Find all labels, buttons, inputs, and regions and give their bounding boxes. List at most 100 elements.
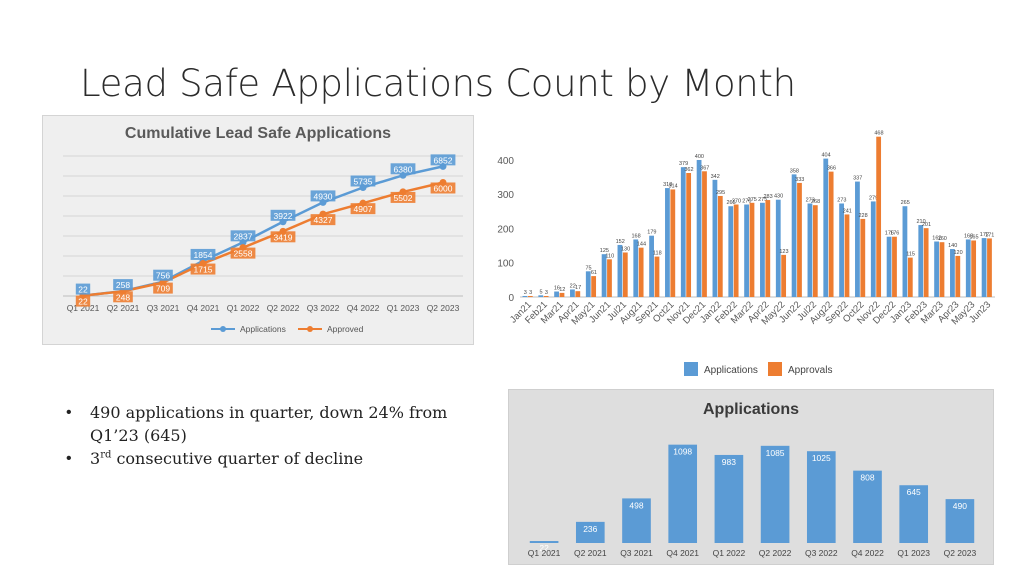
note-text: 490 applications in quarter, down 24% fr… bbox=[90, 403, 448, 445]
data-label-box bbox=[350, 203, 376, 215]
bar-approvals bbox=[797, 182, 802, 297]
bar-value-label: 140 bbox=[948, 243, 957, 249]
bar-applications bbox=[714, 454, 744, 543]
bar-value-label: 162 bbox=[932, 236, 941, 242]
legend-swatch bbox=[684, 362, 698, 376]
bar-value-label: 983 bbox=[722, 457, 736, 467]
bar-applications bbox=[696, 159, 702, 297]
data-label: 6380 bbox=[394, 164, 413, 174]
bar-applications bbox=[538, 295, 544, 297]
bar-value-label: 22 bbox=[570, 283, 576, 289]
bar-value-label: 468 bbox=[874, 131, 883, 137]
bar-value-label: 110 bbox=[605, 253, 614, 259]
bar-applications bbox=[823, 158, 829, 297]
bar-value-label: 115 bbox=[906, 252, 915, 258]
data-label: 1854 bbox=[194, 250, 213, 260]
bar-value-label: 268 bbox=[811, 199, 820, 205]
data-label: 3419 bbox=[274, 232, 293, 242]
x-tick-label: Q2 2023 bbox=[427, 303, 460, 313]
x-tick-label: Q4 2022 bbox=[851, 548, 884, 558]
bar-applications bbox=[712, 179, 718, 297]
data-label-box bbox=[390, 191, 416, 203]
data-label-box bbox=[230, 247, 256, 259]
note-text-prefix: 3 bbox=[90, 449, 101, 468]
legend-label: Applications bbox=[240, 324, 286, 334]
bar-approvals bbox=[812, 205, 818, 297]
bar-value-label: 366 bbox=[827, 166, 836, 172]
bar-value-label: 400 bbox=[695, 154, 704, 160]
y-tick-label: 400 bbox=[497, 156, 514, 167]
bar-approvals bbox=[654, 256, 660, 297]
legend-label: Approvals bbox=[788, 365, 832, 376]
bar-applications bbox=[886, 236, 892, 297]
bar-value-label: 5 bbox=[540, 289, 543, 295]
bar-value-label: 342 bbox=[711, 174, 720, 180]
bar-value-label: 120 bbox=[954, 250, 963, 256]
bar-approvals bbox=[876, 136, 882, 297]
data-label: 709 bbox=[156, 284, 170, 294]
x-tick-label: Q1 2023 bbox=[387, 303, 420, 313]
bar-applications bbox=[529, 541, 559, 543]
bar-value-label: 201 bbox=[922, 222, 931, 228]
bar-value-label: 362 bbox=[684, 167, 693, 173]
cumulative-chart-title: Cumulative Lead Safe Applications bbox=[124, 125, 392, 142]
data-label-box bbox=[430, 182, 456, 194]
bar-approvals bbox=[686, 172, 692, 297]
bar-approvals bbox=[923, 228, 929, 297]
bar-approvals bbox=[733, 204, 739, 297]
bar-applications bbox=[918, 225, 924, 297]
bar-value-label: 160 bbox=[938, 236, 947, 242]
bar-applications bbox=[950, 249, 955, 297]
bar-approvals bbox=[892, 236, 897, 297]
x-tick-label: Q1 2021 bbox=[67, 303, 100, 313]
data-label: 1715 bbox=[194, 265, 213, 275]
data-label: 248 bbox=[116, 292, 130, 302]
bar-value-label: 176 bbox=[890, 231, 899, 237]
bar-value-label: 1098 bbox=[673, 447, 692, 457]
data-label-box bbox=[113, 279, 133, 291]
bar-approvals bbox=[939, 242, 945, 297]
bar-value-label: 367 bbox=[700, 165, 709, 171]
bar-value-label: 270 bbox=[732, 199, 741, 205]
bar-approvals bbox=[717, 195, 723, 297]
bar-approvals bbox=[860, 218, 866, 297]
cumulative-chart-panel: Cumulative Lead Safe Applications Q1 202… bbox=[42, 115, 474, 345]
bar-applications bbox=[853, 470, 882, 543]
bar-value-label: 236 bbox=[583, 524, 597, 534]
notes-list: 490 applications in quarter, down 24% fr… bbox=[66, 401, 466, 470]
bar-value-label: 16 bbox=[554, 286, 560, 292]
data-label: 4327 bbox=[314, 215, 333, 225]
bar-value-label: 337 bbox=[853, 176, 862, 182]
bar-value-label: 265 bbox=[726, 200, 735, 206]
data-label: 3922 bbox=[274, 211, 293, 221]
bar-applications bbox=[839, 203, 844, 297]
data-label-box bbox=[390, 163, 416, 175]
bar-value-label: 12 bbox=[559, 287, 565, 293]
bar-approvals bbox=[607, 259, 612, 297]
bar-applications bbox=[601, 254, 607, 297]
bar-approvals bbox=[638, 247, 644, 297]
bar-value-label: 404 bbox=[821, 153, 830, 159]
data-label-box bbox=[350, 175, 376, 187]
note-item: 490 applications in quarter, down 24% fr… bbox=[66, 401, 466, 447]
y-tick-label: 200 bbox=[497, 224, 514, 235]
data-label: 22 bbox=[78, 297, 88, 307]
note-text-superscript: rd bbox=[100, 449, 112, 461]
note-item: 3rd consecutive quarter of decline bbox=[66, 447, 466, 470]
bar-applications bbox=[617, 244, 623, 297]
monthly-chart-panel: 0 100 200 300 400 3 3 Jan21 5 3 Feb21 16 12 Mar21 22 17… bbox=[480, 110, 1020, 385]
x-tick-label: Q2 2023 bbox=[944, 548, 977, 558]
bar-applications bbox=[633, 239, 639, 297]
bar-applications bbox=[728, 206, 734, 297]
bar-value-label: 498 bbox=[629, 500, 643, 510]
bar-approvals bbox=[575, 291, 581, 297]
x-tick-label: Q1 2023 bbox=[897, 548, 930, 558]
x-tick-label: Q2 2021 bbox=[574, 548, 607, 558]
bar-value-label: 125 bbox=[600, 248, 609, 254]
series-line-approved bbox=[82, 181, 444, 297]
bar-applications bbox=[934, 241, 939, 297]
quarterly-chart-panel: Applications 22 Q1 2021 236 Q2 2021 498 Q3 20… bbox=[508, 389, 994, 565]
bar-value-label: 279 bbox=[869, 195, 878, 201]
